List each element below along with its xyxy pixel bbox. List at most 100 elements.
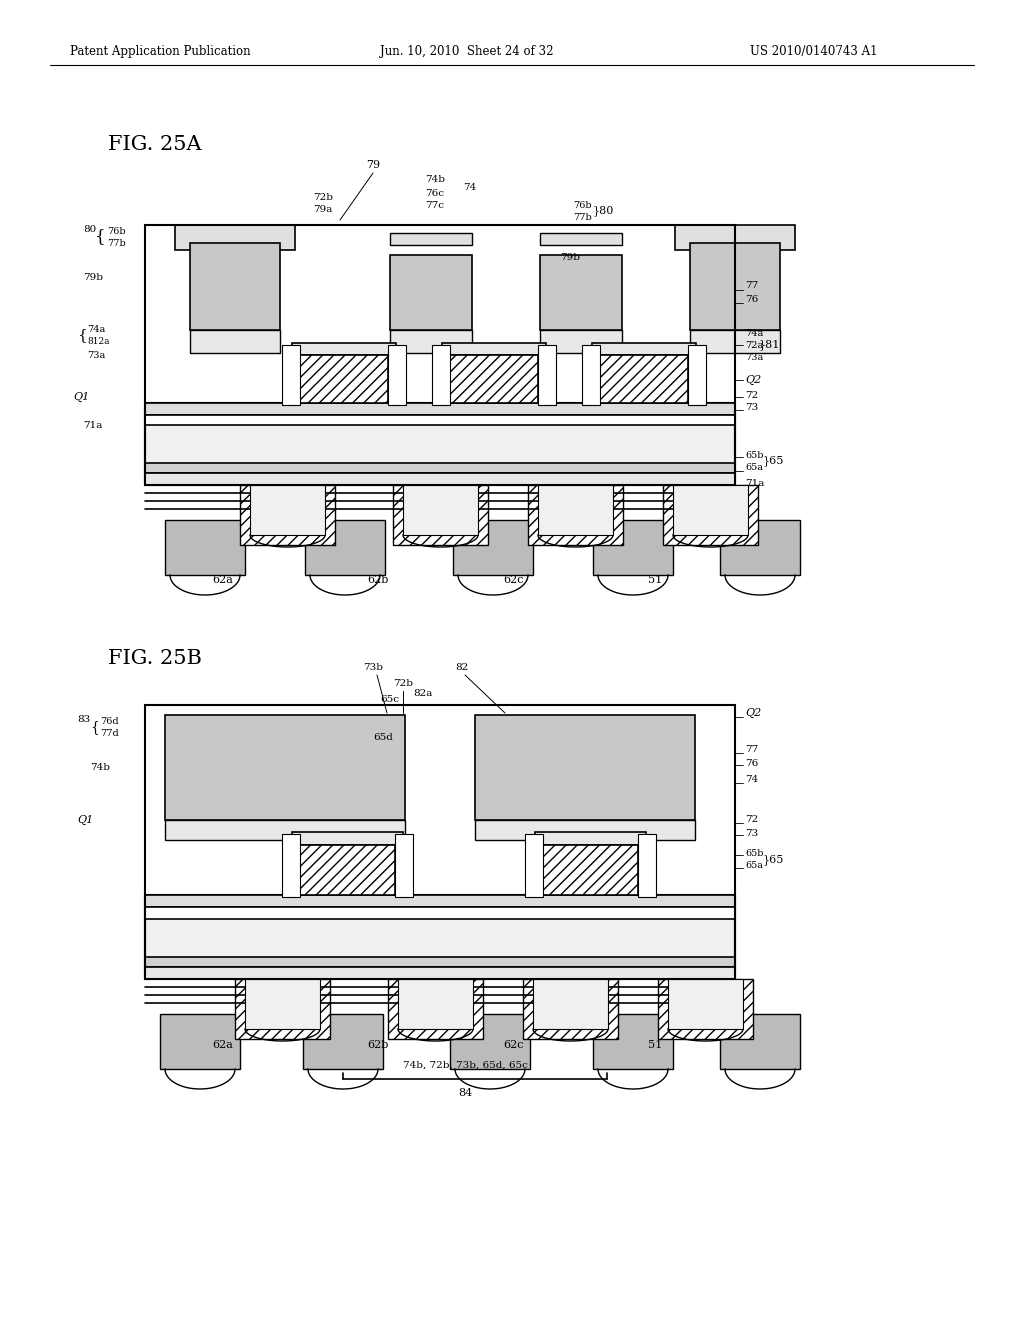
Bar — [398, 979, 473, 1030]
Bar — [543, 845, 638, 895]
Bar — [145, 224, 735, 484]
Text: 51: 51 — [648, 576, 663, 585]
Text: 51: 51 — [648, 1040, 663, 1049]
Bar — [190, 330, 280, 352]
Bar — [388, 979, 483, 1039]
Bar — [145, 403, 735, 484]
Bar — [145, 463, 735, 473]
Bar — [145, 895, 735, 979]
Text: 82a: 82a — [413, 689, 432, 697]
Bar — [475, 715, 695, 820]
Text: 73a: 73a — [745, 352, 763, 362]
Text: 62a: 62a — [213, 576, 233, 585]
Bar — [582, 345, 600, 405]
Text: 74: 74 — [745, 776, 758, 784]
Bar — [534, 979, 608, 1030]
Text: 65b: 65b — [745, 849, 764, 858]
Bar — [145, 968, 735, 979]
Text: 65c: 65c — [380, 696, 399, 705]
Bar — [145, 907, 735, 919]
Text: 83: 83 — [77, 715, 90, 725]
Bar — [593, 520, 673, 576]
Text: 65b: 65b — [745, 450, 764, 459]
Bar — [190, 243, 280, 330]
Bar — [292, 832, 403, 845]
Text: }80: }80 — [593, 206, 614, 216]
Text: 65a: 65a — [745, 862, 763, 870]
Text: Q1: Q1 — [77, 814, 93, 825]
Text: 73a: 73a — [87, 351, 105, 359]
Bar — [240, 484, 335, 545]
Bar — [395, 834, 413, 898]
Bar — [145, 403, 735, 414]
Text: Q2: Q2 — [745, 708, 761, 718]
Text: 62c: 62c — [503, 1040, 523, 1049]
Bar — [453, 520, 534, 576]
Bar — [690, 243, 780, 330]
Text: 76c: 76c — [425, 189, 444, 198]
Bar — [390, 234, 472, 246]
Text: 73: 73 — [745, 829, 758, 837]
Bar — [300, 845, 395, 895]
Text: 72a: 72a — [745, 341, 763, 350]
Text: 62b: 62b — [368, 576, 389, 585]
Bar — [305, 520, 385, 576]
Text: 79b: 79b — [560, 252, 580, 261]
Text: 74b, 72b, 73b, 65d, 65c: 74b, 72b, 73b, 65d, 65c — [402, 1060, 527, 1069]
Text: Jun. 10, 2010  Sheet 24 of 32: Jun. 10, 2010 Sheet 24 of 32 — [380, 45, 554, 58]
Text: 812a: 812a — [87, 338, 110, 346]
Text: 77b: 77b — [106, 239, 126, 248]
Bar — [538, 484, 613, 535]
Text: Patent Application Publication: Patent Application Publication — [70, 45, 251, 58]
Text: 82: 82 — [455, 663, 468, 672]
Text: 74b: 74b — [90, 763, 110, 771]
Bar — [638, 834, 656, 898]
Bar — [690, 330, 780, 352]
Bar — [600, 355, 688, 403]
Text: 71a: 71a — [745, 479, 764, 487]
Bar — [145, 895, 735, 907]
Text: Q2: Q2 — [745, 375, 761, 385]
Bar — [250, 484, 325, 535]
Text: }81: }81 — [759, 339, 780, 350]
Text: 72b: 72b — [393, 678, 413, 688]
Bar — [145, 414, 735, 425]
Bar — [282, 834, 300, 898]
Text: 77d: 77d — [100, 730, 119, 738]
Bar — [523, 979, 618, 1039]
Bar — [390, 330, 472, 352]
Bar — [403, 484, 478, 535]
Bar — [535, 832, 646, 845]
Text: US 2010/0140743 A1: US 2010/0140743 A1 — [750, 45, 878, 58]
Text: 80: 80 — [83, 226, 96, 235]
Bar — [245, 979, 319, 1030]
Bar — [525, 834, 543, 898]
Text: 73b: 73b — [362, 663, 383, 672]
Bar — [450, 355, 538, 403]
Text: 77c: 77c — [425, 202, 444, 210]
Bar — [300, 355, 388, 403]
Text: 71a: 71a — [83, 421, 102, 429]
Text: 62b: 62b — [368, 1040, 389, 1049]
Text: 74b: 74b — [425, 176, 445, 185]
Bar — [165, 520, 245, 576]
Text: 62a: 62a — [213, 1040, 233, 1049]
Bar — [303, 1014, 383, 1069]
Bar — [393, 484, 488, 545]
Text: 77b: 77b — [573, 213, 592, 222]
Text: 77: 77 — [745, 281, 758, 289]
Bar — [450, 1014, 530, 1069]
Text: 79b: 79b — [83, 272, 103, 281]
Bar — [720, 520, 800, 576]
Text: 72: 72 — [745, 391, 758, 400]
Text: {: { — [90, 719, 99, 734]
Text: 73: 73 — [745, 404, 758, 412]
Bar — [663, 484, 758, 545]
Bar — [540, 234, 622, 246]
Text: 76d: 76d — [100, 717, 119, 726]
Bar — [592, 343, 696, 355]
Bar — [145, 957, 735, 968]
Text: 65a: 65a — [745, 463, 763, 473]
Bar — [538, 345, 556, 405]
Bar — [145, 705, 735, 979]
